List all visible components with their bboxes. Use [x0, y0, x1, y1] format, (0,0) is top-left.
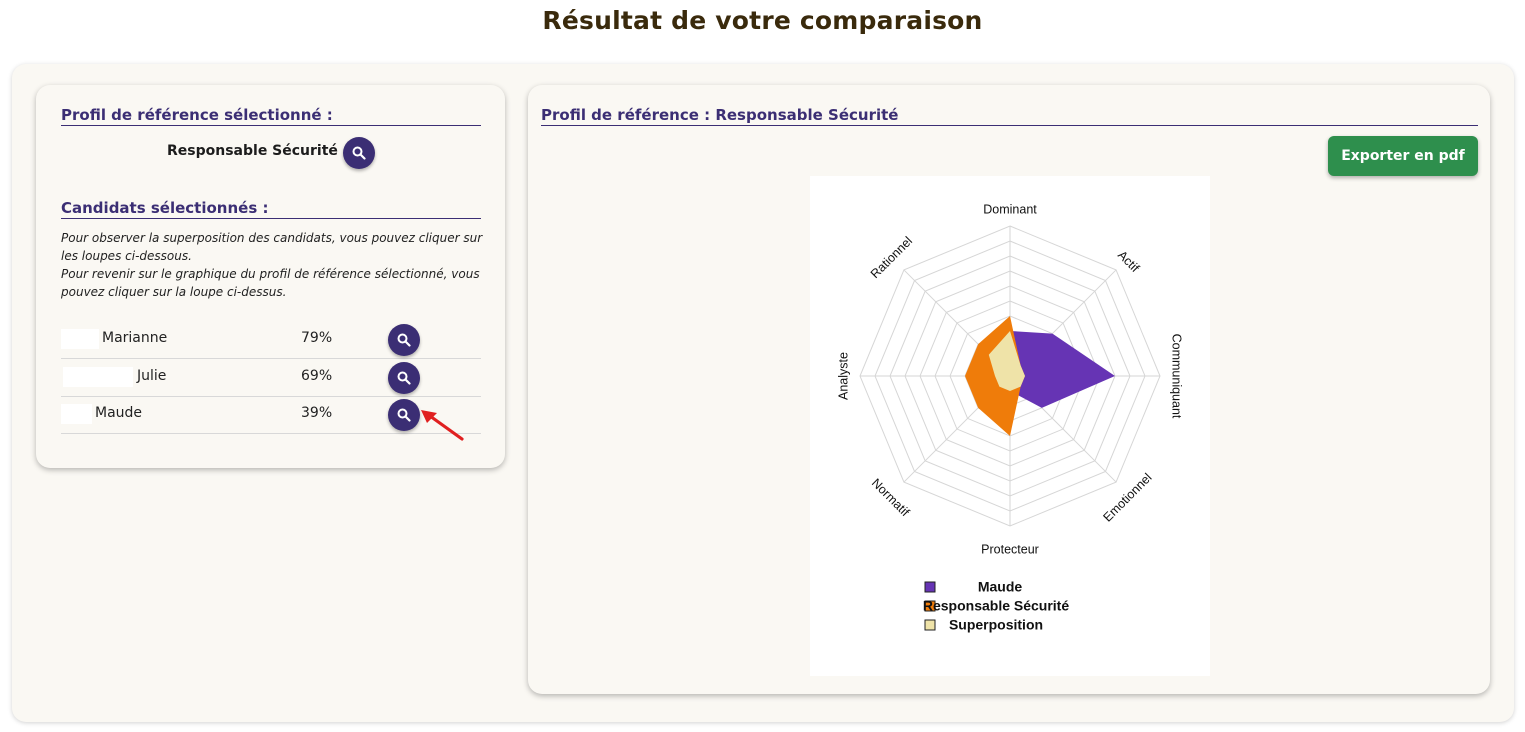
radar-series-0 — [995, 331, 1115, 408]
legend-label: Responsable Sécurité — [923, 598, 1069, 614]
selection-panel — [36, 85, 505, 468]
radar-axis-label: Communiquant — [1170, 334, 1184, 419]
export-pdf-button[interactable]: Exporter en pdf — [1328, 136, 1478, 176]
candidate-score: 69% — [301, 368, 333, 384]
legend-label: Maude — [978, 579, 1023, 595]
candidate-photo-mask — [61, 404, 92, 424]
radar-chart-container: Dominant Actif Communiquant Emotionnel Prote… — [810, 176, 1210, 676]
legend-swatch — [924, 600, 936, 612]
legend-swatch — [924, 581, 936, 593]
reference-profile-name: Responsable Sécurité — [167, 143, 338, 159]
candidate-name: Maude — [95, 405, 143, 421]
candidate-loupe-button-maude[interactable] — [388, 399, 420, 431]
candidate-loupe-button-marianne[interactable] — [388, 324, 420, 356]
search-icon — [352, 146, 366, 160]
radar-axis-label: Analyste — [836, 352, 850, 400]
help-line-1: Pour observer la superposition des candi… — [61, 231, 483, 263]
candidate-row: Julie 69% — [61, 359, 481, 397]
help-text: Pour observer la superposition des candi… — [61, 229, 486, 301]
radar-axis-label: Dominant — [983, 202, 1037, 216]
radar-chart: Dominant Actif Communiquant Emotionnel Prote… — [836, 202, 1184, 633]
page-title: Résultat de votre comparaison — [542, 6, 983, 35]
candidate-score: 79% — [301, 330, 333, 346]
candidate-photo-mask — [61, 329, 99, 349]
search-icon — [397, 333, 411, 347]
radar-axis-label: Protecteur — [981, 542, 1039, 556]
red-arrow-icon — [421, 410, 464, 441]
candidate-row: Maude 39% — [61, 396, 481, 434]
legend-label: Superposition — [949, 617, 1043, 633]
candidates-title: Candidats sélectionnés : — [61, 199, 481, 219]
candidate-score: 39% — [301, 405, 333, 421]
candidate-name: Marianne — [102, 330, 168, 346]
search-icon — [397, 371, 411, 385]
help-line-2: Pour revenir sur le graphique du profil … — [61, 267, 480, 299]
search-icon — [397, 408, 411, 422]
legend-swatch — [924, 619, 936, 631]
radar-series-2 — [988, 331, 1025, 391]
reference-loupe-button[interactable] — [343, 137, 375, 169]
radar-axis-label: Emotionnel — [1100, 470, 1154, 524]
reference-profile-title: Profil de référence sélectionné : — [61, 106, 481, 126]
chart-panel-title: Profil de référence : Responsable Sécuri… — [541, 106, 1478, 126]
radar-axis-label: Actif — [1115, 248, 1142, 275]
candidate-loupe-button-julie[interactable] — [388, 362, 420, 394]
candidate-photo-mask — [63, 367, 133, 387]
candidate-name: Julie — [137, 368, 167, 384]
candidate-row: Marianne 79% — [61, 321, 481, 359]
